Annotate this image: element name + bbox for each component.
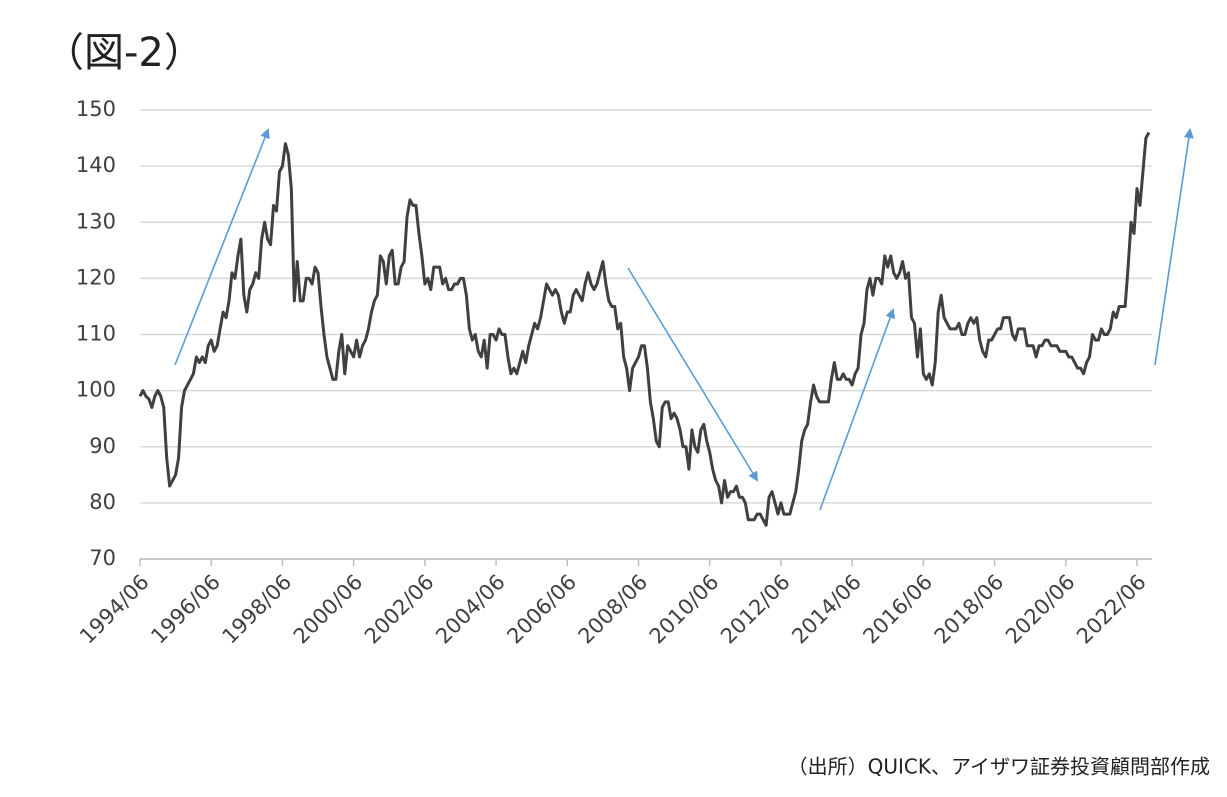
x-tick-label: 2020/06 — [1001, 570, 1080, 649]
y-tick-label: 150 — [76, 97, 116, 121]
x-tick-label: 1996/06 — [146, 570, 225, 649]
x-tick-label: 2004/06 — [431, 570, 510, 649]
y-tick-label: 80 — [89, 490, 116, 514]
x-tick-label: 2002/06 — [360, 570, 439, 649]
source: （出所）QUICK、アイザワ証券投資顧問部作成 — [788, 755, 1210, 779]
trend-arrows — [174, 128, 1194, 511]
y-tick-label: 90 — [89, 434, 116, 458]
x-tick-label: 2016/06 — [858, 570, 937, 649]
x-tick-label: 2006/06 — [502, 570, 581, 649]
x-tick-label: 2018/06 — [930, 570, 1009, 649]
x-tick-label: 2022/06 — [1072, 570, 1151, 649]
y-tick-label: 100 — [76, 378, 116, 402]
x-tick-label: 2014/06 — [787, 570, 866, 649]
x-tick-label: 1998/06 — [218, 570, 297, 649]
y-tick-label: 140 — [76, 153, 116, 177]
x-tick-label: 1994/06 — [75, 570, 154, 649]
y-tick-label: 110 — [76, 322, 116, 346]
x-tick-label: 2008/06 — [574, 570, 653, 649]
y-tick-label: 130 — [76, 209, 116, 233]
y-tick-label: 70 — [89, 546, 116, 570]
y-tick-label: 120 — [76, 265, 116, 289]
line-series — [138, 131, 1151, 527]
x-tick-label: 2010/06 — [645, 570, 724, 649]
chart-title: （図-2） — [44, 30, 204, 76]
x-tick-label: 2012/06 — [716, 570, 795, 649]
x-tick-label: 2000/06 — [289, 570, 368, 649]
